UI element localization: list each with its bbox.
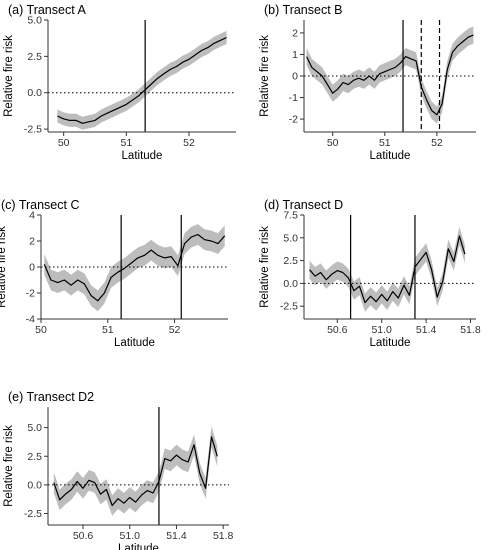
x-tick-label: 50.6 [327, 324, 348, 336]
x-tick-label: 51.8 [213, 530, 234, 542]
series-line [309, 235, 466, 304]
y-tick-label: -2.5 [24, 508, 42, 520]
y-tick-label: 5.0 [27, 15, 42, 27]
series-line [43, 233, 226, 302]
y-tick-label: 0.0 [27, 87, 42, 99]
y-tick-label: 2.5 [283, 255, 298, 267]
panel-b: 50 51 52 -2 -1 0 1 2 (b) Transect B Latitude Relat… [259, 3, 476, 162]
y-axis-label: Relative fire risk [259, 35, 271, 117]
y-tick-label: 1 [292, 49, 298, 61]
x-tick-label: 51 [120, 137, 132, 149]
y-tick-label: 4 [29, 210, 35, 222]
y-tick-label: 0 [29, 262, 35, 274]
panel-title: (c) Transect C [1, 198, 80, 212]
x-tick-label: 50.6 [73, 530, 94, 542]
x-tick-label: 50 [327, 137, 339, 149]
x-axis-label: Latitude [122, 150, 163, 162]
y-tick-label: 0.0 [27, 479, 42, 491]
panel-title: (a) Transect A [8, 3, 86, 17]
y-axis-label: Relative fire risk [3, 425, 15, 507]
y-axis-label: Relative fire risk [0, 226, 8, 308]
x-tick-label: 50 [35, 324, 47, 336]
x-tick-label: 50 [58, 137, 70, 149]
x-axis-label: Latitude [370, 150, 411, 162]
y-tick-label: -2.5 [280, 301, 298, 313]
series-line [53, 436, 218, 507]
y-tick-label: 2.5 [27, 51, 42, 63]
y-tick-label: 5.0 [27, 422, 42, 434]
x-tick-label: 51.8 [460, 324, 481, 336]
panel-c: 50 51 52 -4 -2 0 2 4(c) Transect C Latitude Relat… [0, 198, 228, 349]
y-tick-label: 2 [29, 236, 35, 248]
x-tick-label: 51 [379, 137, 391, 149]
y-tick-label: -2.5 [24, 124, 42, 136]
series-line [57, 36, 227, 124]
panel-d: 50.6 51.0 51.4 51.8 -2.5 0.0 2.5 5.0 7.5(d) Tran… [259, 198, 481, 349]
panel-a: 50 51 52 -2.5 0.0 2.5 5.0(a) Transect A Latitud… [3, 3, 236, 162]
x-axis-label: Latitude [370, 337, 411, 349]
y-tick-label: 0 [292, 71, 298, 83]
y-tick-label: 7.5 [283, 210, 298, 222]
confidence-band [53, 426, 218, 516]
series-line [306, 34, 474, 116]
x-tick-label: 52 [431, 137, 443, 149]
x-tick-label: 51.0 [371, 324, 392, 336]
y-axis-label: Relative fire risk [3, 35, 15, 117]
x-axis-label: Latitude [114, 337, 155, 349]
x-tick-label: 51.4 [416, 324, 437, 336]
y-tick-label: 5.0 [283, 232, 298, 244]
x-tick-label: 51 [102, 324, 114, 336]
confidence-band [306, 26, 474, 124]
x-tick-label: 51.0 [120, 530, 141, 542]
y-tick-label: 2 [292, 27, 298, 39]
panel-title: (d) Transect D [264, 198, 343, 212]
panel-title: (b) Transect B [264, 3, 343, 17]
y-tick-label: -4 [26, 314, 35, 326]
x-tick-label: 52 [183, 137, 195, 149]
x-axis-label: Latitude [118, 543, 159, 550]
y-axis-label: Relative fire risk [259, 226, 271, 308]
confidence-band [57, 30, 227, 130]
confidence-band [309, 226, 465, 312]
confidence-band [44, 224, 225, 312]
panel-title: (e) Transect D2 [8, 390, 94, 404]
x-tick-label: 51.4 [166, 530, 187, 542]
y-tick-label: -2 [26, 288, 35, 300]
panel-e: 50.6 51.0 51.4 51.8 -2.5 0.0 2.5 5.0 (e) Transec… [3, 390, 234, 550]
x-tick-label: 52 [169, 324, 181, 336]
y-tick-label: 2.5 [27, 451, 42, 463]
y-tick-label: 0.0 [283, 278, 298, 290]
y-tick-label: -2 [289, 114, 298, 126]
y-tick-label: -1 [289, 92, 298, 104]
